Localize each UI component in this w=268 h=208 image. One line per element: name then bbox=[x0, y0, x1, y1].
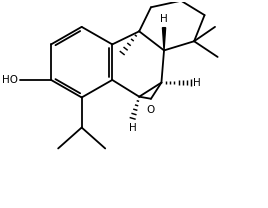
Text: H: H bbox=[129, 123, 136, 133]
Text: O: O bbox=[147, 105, 155, 115]
Text: H: H bbox=[160, 14, 168, 24]
Text: H: H bbox=[193, 78, 200, 88]
Text: HO: HO bbox=[2, 75, 18, 85]
Polygon shape bbox=[162, 28, 166, 50]
